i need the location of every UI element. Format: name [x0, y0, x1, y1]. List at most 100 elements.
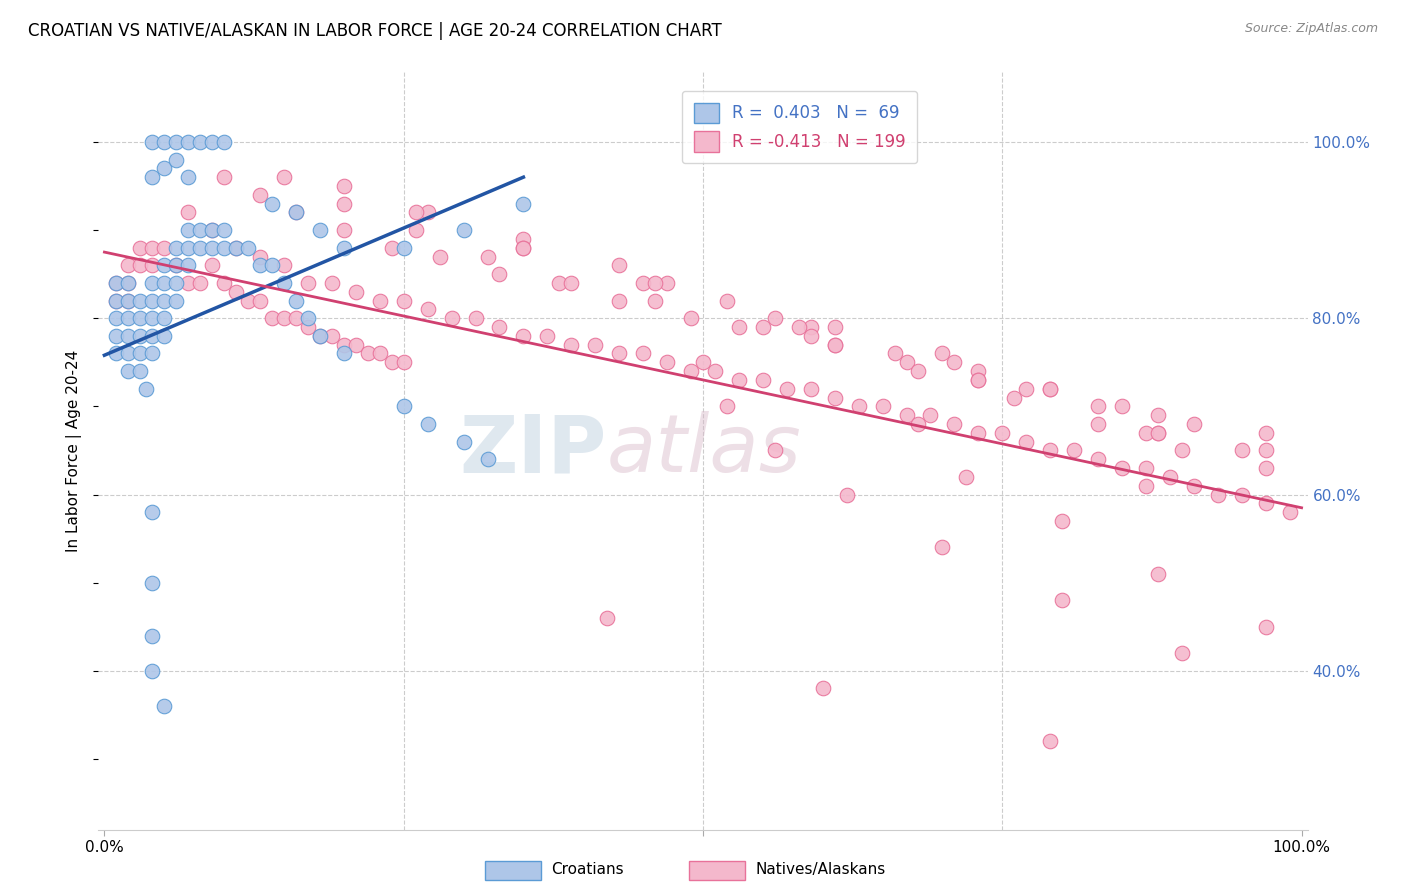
Point [165, 293, 187, 308]
Point [1254, 620, 1277, 634]
Point [212, 223, 235, 237]
Point [129, 329, 152, 343]
Point [607, 346, 630, 360]
Point [141, 346, 163, 360]
Point [512, 241, 534, 255]
Point [631, 276, 654, 290]
Point [284, 311, 307, 326]
Point [800, 320, 823, 334]
Point [967, 373, 990, 387]
Point [655, 355, 678, 369]
Point [1015, 434, 1038, 449]
Point [477, 250, 499, 264]
Point [583, 337, 606, 351]
Point [1147, 408, 1170, 422]
Point [297, 311, 319, 326]
Point [416, 302, 439, 317]
Point [548, 276, 571, 290]
Point [655, 276, 678, 290]
Point [212, 135, 235, 149]
Point [117, 276, 139, 290]
Point [297, 276, 319, 290]
Point [236, 293, 259, 308]
Point [416, 417, 439, 431]
Point [117, 293, 139, 308]
Point [153, 293, 176, 308]
Point [344, 337, 367, 351]
Point [309, 329, 332, 343]
Point [1135, 425, 1157, 440]
Point [1039, 382, 1062, 396]
Point [1050, 593, 1073, 607]
Point [835, 487, 858, 501]
Point [1039, 734, 1062, 748]
Point [607, 258, 630, 272]
Point [1159, 470, 1181, 484]
Point [201, 223, 224, 237]
Point [1254, 443, 1277, 458]
Point [141, 135, 163, 149]
Point [141, 505, 163, 519]
Point [1135, 479, 1157, 493]
Point [1111, 461, 1133, 475]
Point [141, 329, 163, 343]
Legend: R =  0.403   N =  69, R = -0.413   N = 199: R = 0.403 N = 69, R = -0.413 N = 199 [682, 91, 917, 163]
Point [153, 241, 176, 255]
Point [333, 196, 356, 211]
Point [153, 311, 176, 326]
Point [679, 311, 702, 326]
Point [1135, 461, 1157, 475]
Point [141, 170, 163, 185]
Point [453, 434, 475, 449]
Point [177, 135, 200, 149]
Point [405, 223, 427, 237]
Point [165, 258, 187, 272]
Text: Source: ZipAtlas.com: Source: ZipAtlas.com [1244, 22, 1378, 36]
Point [117, 364, 139, 378]
Point [824, 320, 846, 334]
Point [1254, 461, 1277, 475]
Point [931, 346, 953, 360]
Point [141, 664, 163, 678]
Point [153, 329, 176, 343]
Point [763, 311, 786, 326]
Point [392, 241, 415, 255]
Point [129, 241, 152, 255]
Point [141, 575, 163, 590]
Point [883, 346, 905, 360]
Point [440, 311, 463, 326]
Point [273, 258, 295, 272]
Point [177, 241, 200, 255]
Point [1171, 646, 1194, 660]
Point [153, 276, 176, 290]
Point [273, 311, 295, 326]
Point [135, 382, 157, 396]
Point [321, 276, 343, 290]
Point [392, 400, 415, 414]
Point [596, 611, 619, 625]
Point [333, 241, 356, 255]
Point [165, 153, 187, 167]
Point [728, 320, 751, 334]
Point [105, 346, 128, 360]
Point [1182, 479, 1205, 493]
Point [1254, 425, 1277, 440]
Point [512, 232, 534, 246]
Point [105, 311, 128, 326]
Point [1206, 487, 1229, 501]
Point [800, 329, 823, 343]
Point [105, 329, 128, 343]
Point [249, 258, 271, 272]
Point [117, 329, 139, 343]
Point [1087, 417, 1109, 431]
Point [333, 178, 356, 193]
Point [105, 293, 128, 308]
Point [153, 699, 176, 714]
Point [117, 258, 139, 272]
Point [716, 400, 738, 414]
Point [824, 391, 846, 405]
Point [357, 346, 380, 360]
Text: ZIP: ZIP [458, 411, 606, 490]
Point [309, 329, 332, 343]
Point [488, 267, 510, 281]
